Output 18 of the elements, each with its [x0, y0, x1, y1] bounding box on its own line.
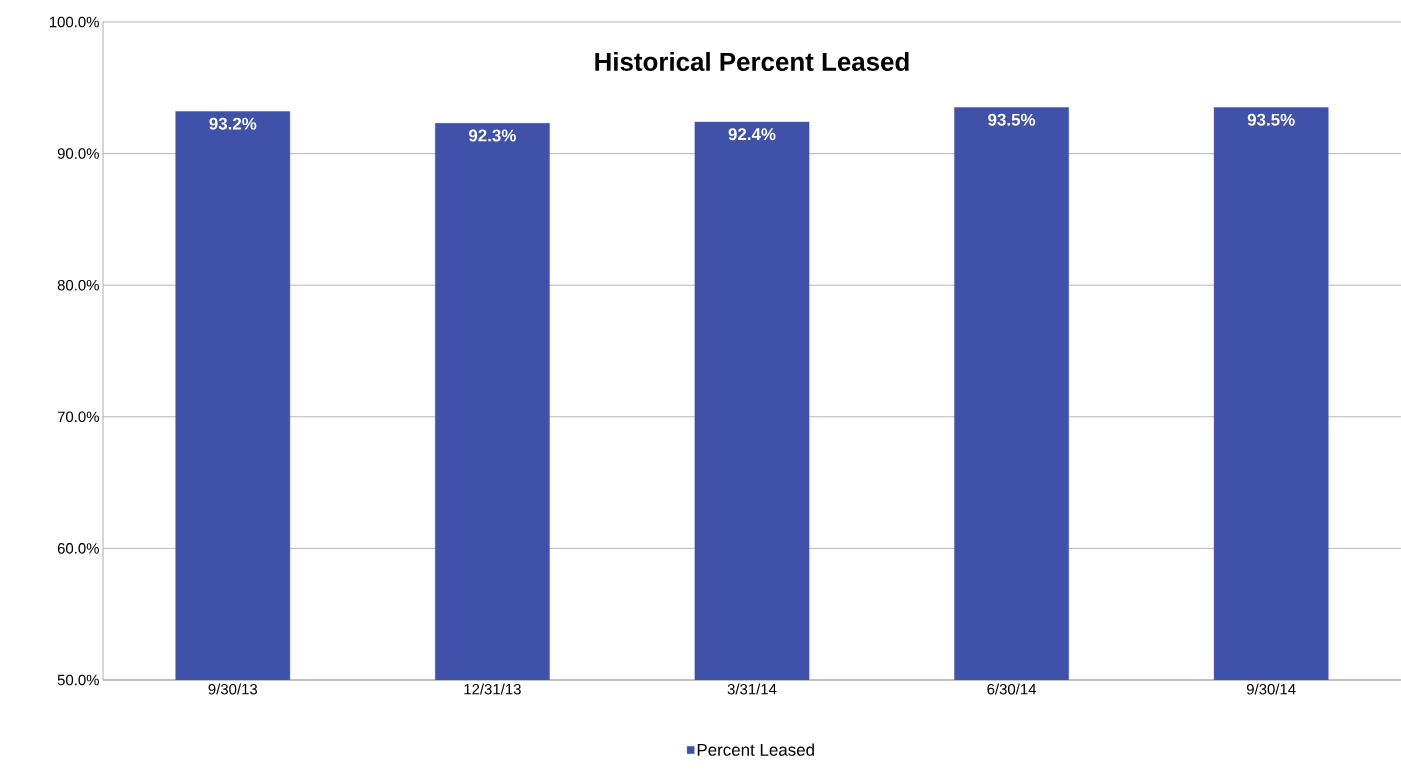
- x-tick-label: 9/30/14: [1246, 683, 1296, 695]
- legend-label: Percent Leased: [697, 743, 814, 756]
- y-tick-label: 100.0%: [49, 16, 99, 28]
- x-tick-label: 9/30/13: [208, 683, 258, 695]
- y-tick-label: 50.0%: [57, 674, 99, 686]
- y-tick-label: 60.0%: [57, 543, 99, 554]
- y-tick-label: 90.0%: [57, 148, 99, 159]
- data-label: 92.4%: [728, 128, 776, 141]
- x-tick-label: 6/30/14: [987, 683, 1037, 695]
- data-label: 93.5%: [1247, 113, 1295, 126]
- x-tick-label: 3/31/14: [727, 683, 777, 695]
- x-tick-label: 12/31/13: [464, 683, 521, 695]
- y-tick-label: 70.0%: [57, 411, 99, 423]
- text: Historical Percent Leased: [595, 51, 909, 71]
- y-tick-label: 80.0%: [57, 279, 99, 291]
- data-label: 93.5%: [988, 113, 1036, 126]
- data-label: 93.2%: [209, 117, 257, 130]
- data-label: 92.3%: [468, 129, 516, 142]
